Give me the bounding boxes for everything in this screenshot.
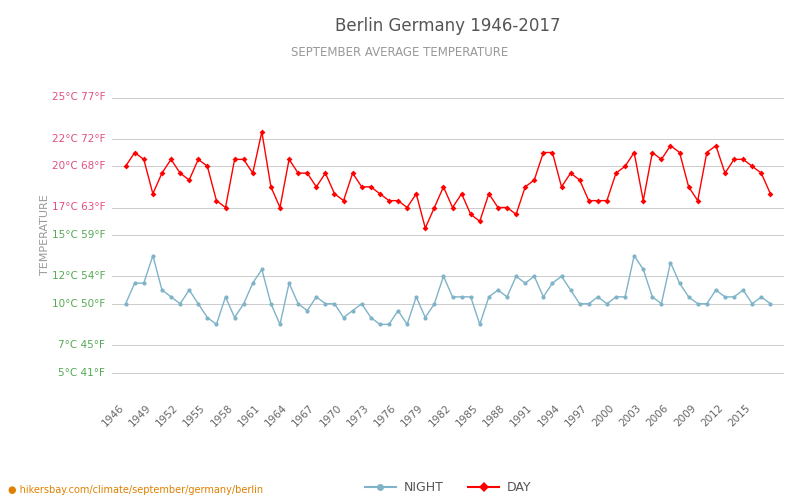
- Title: Berlin Germany 1946-2017: Berlin Germany 1946-2017: [335, 17, 561, 35]
- NIGHT: [148, 252, 158, 258]
- Text: 25°C 77°F: 25°C 77°F: [52, 92, 106, 102]
- DAY: [766, 190, 775, 196]
- DAY: [212, 198, 222, 203]
- Line: NIGHT: NIGHT: [123, 254, 773, 326]
- NIGHT: [212, 322, 222, 328]
- Legend: NIGHT, DAY: NIGHT, DAY: [359, 476, 537, 500]
- Text: ● hikersbay.com/climate/september/germany/berlin: ● hikersbay.com/climate/september/german…: [8, 485, 263, 495]
- NIGHT: [502, 294, 512, 300]
- DAY: [502, 204, 512, 210]
- NIGHT: [548, 280, 558, 286]
- Text: 5°C 41°F: 5°C 41°F: [58, 368, 106, 378]
- Text: SEPTEMBER AVERAGE TEMPERATURE: SEPTEMBER AVERAGE TEMPERATURE: [291, 46, 509, 59]
- DAY: [575, 177, 585, 183]
- NIGHT: [121, 300, 130, 306]
- Text: 22°C 72°F: 22°C 72°F: [52, 134, 106, 144]
- NIGHT: [230, 314, 239, 320]
- Text: 17°C 63°F: 17°C 63°F: [52, 202, 106, 212]
- Line: DAY: DAY: [123, 130, 773, 230]
- Text: 15°C 59°F: 15°C 59°F: [52, 230, 106, 240]
- NIGHT: [575, 300, 585, 306]
- DAY: [730, 156, 739, 162]
- DAY: [257, 129, 266, 135]
- NIGHT: [730, 294, 739, 300]
- Text: 7°C 45°F: 7°C 45°F: [58, 340, 106, 350]
- NIGHT: [766, 300, 775, 306]
- Text: 10°C 50°F: 10°C 50°F: [52, 298, 106, 308]
- Text: 12°C 54°F: 12°C 54°F: [52, 271, 106, 281]
- Text: TEMPERATURE: TEMPERATURE: [40, 194, 50, 276]
- DAY: [121, 163, 130, 169]
- DAY: [421, 225, 430, 231]
- Text: 20°C 68°F: 20°C 68°F: [52, 161, 106, 171]
- NIGHT: [357, 300, 366, 306]
- DAY: [348, 170, 358, 176]
- DAY: [548, 150, 558, 156]
